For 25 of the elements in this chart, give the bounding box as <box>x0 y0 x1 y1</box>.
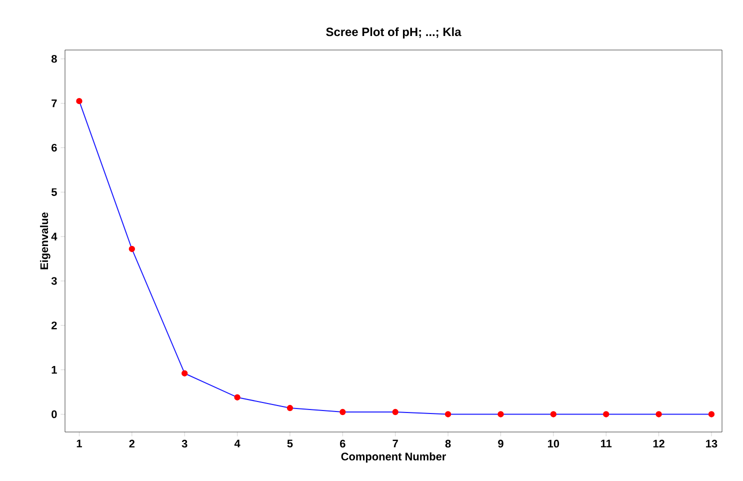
y-tick-label: 4 <box>51 232 58 240</box>
x-tick-label: 3 <box>182 440 188 448</box>
y-tick-label: 1 <box>52 366 57 374</box>
x-axis-title: Component Number <box>341 452 446 463</box>
y-tick-label: 8 <box>51 55 57 63</box>
chart-title: Scree Plot of pH; ...; Kla <box>326 27 462 39</box>
y-tick-label: 6 <box>52 144 57 152</box>
x-tick-label: 11 <box>600 440 612 448</box>
y-tick-label: 0 <box>52 410 57 418</box>
y-tick-label: 5 <box>51 188 57 196</box>
x-tick-label: 1 <box>76 440 82 448</box>
x-tick-label: 4 <box>234 440 240 448</box>
x-tick-label: 6 <box>340 440 346 448</box>
x-tick-label: 12 <box>653 440 664 448</box>
x-tick-label: 5 <box>287 440 293 448</box>
y-axis-title: Eigenvalue <box>40 212 50 270</box>
x-tick-label: 7 <box>392 440 398 448</box>
x-tick-label: 9 <box>498 440 504 448</box>
x-tick-label: 10 <box>548 440 560 448</box>
y-tick-label: 3 <box>51 277 57 285</box>
x-tick-label: 8 <box>445 440 451 448</box>
y-tick-label: 7 <box>52 100 57 108</box>
y-tick-label: 2 <box>52 322 57 330</box>
x-tick-label: 13 <box>706 440 718 448</box>
x-tick-label: 2 <box>129 440 135 448</box>
